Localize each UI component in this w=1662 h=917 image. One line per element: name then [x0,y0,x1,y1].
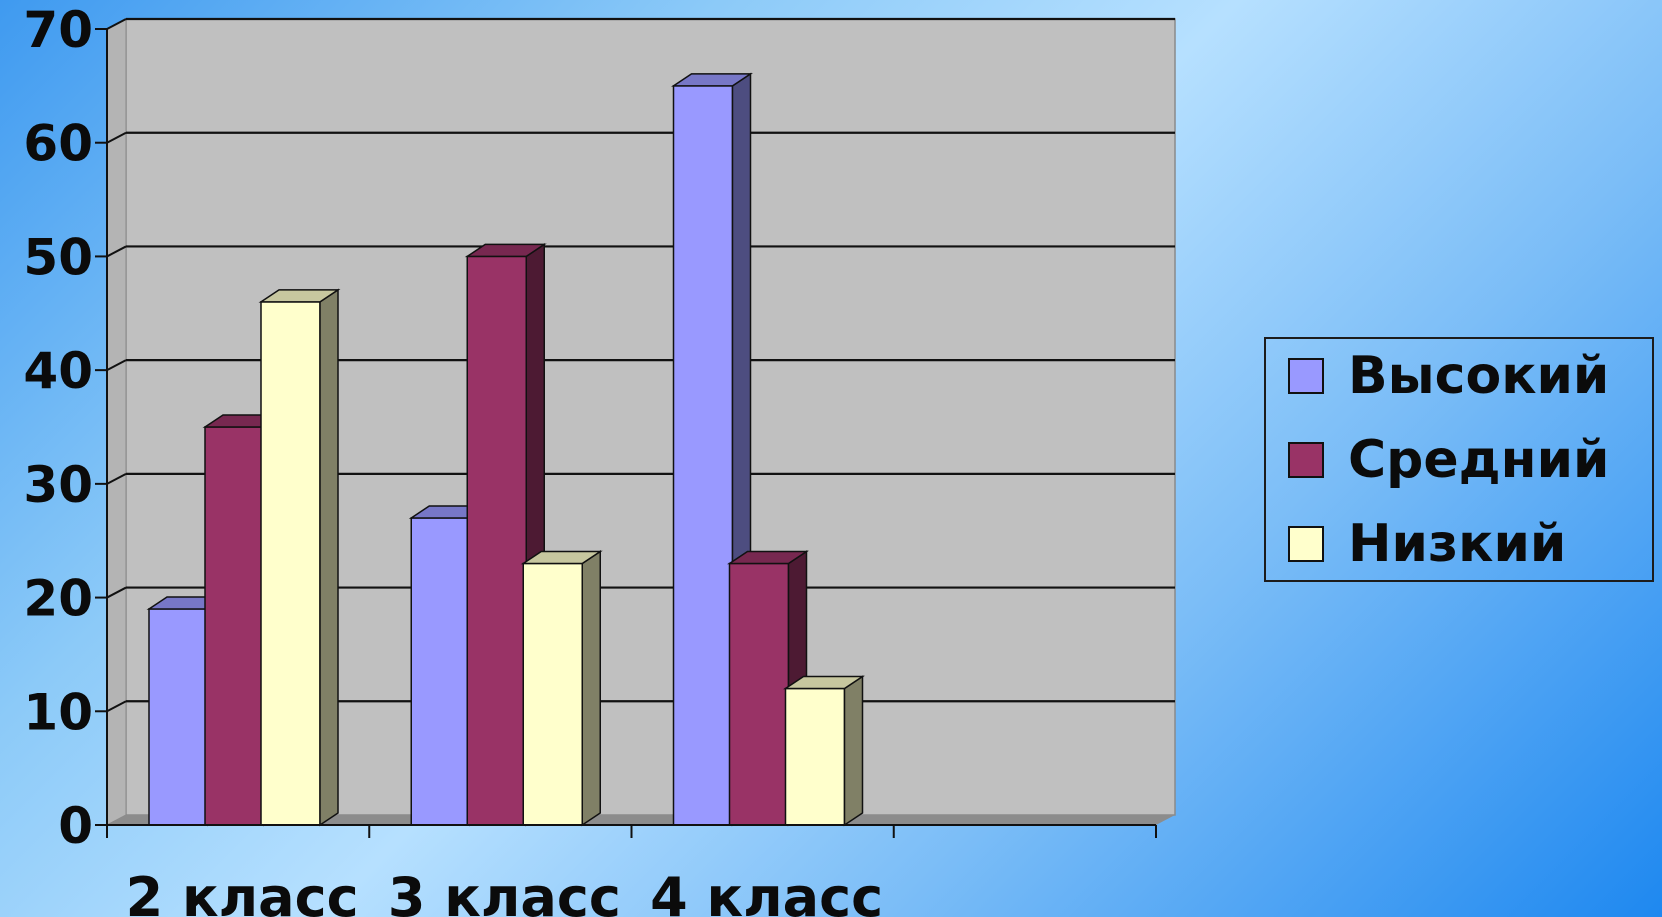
gridline [106,359,127,372]
legend-swatch-medium [1288,441,1324,478]
y-tick-label: 70 [23,1,93,59]
y-tick-label: 0 [58,797,93,855]
bar-top [464,243,547,258]
y-tick-label: 20 [23,570,93,628]
legend-item-medium: Средний [1288,425,1652,495]
bar-side [843,675,864,827]
bar-top [671,73,753,87]
side-wall [106,18,127,826]
floor [107,815,1175,825]
bar-front [260,301,321,826]
bar-front [728,562,790,826]
bar-top [520,550,603,565]
bar [783,675,865,827]
bar-top [258,289,341,303]
legend-swatch-high [1288,357,1324,394]
legend-label-medium: Средний [1348,429,1610,490]
gridline [106,245,127,258]
y-tick-label: 40 [23,342,93,400]
legend-item-low: Низкий [1288,509,1652,579]
bar-front [672,85,734,826]
x-tick-label: 4 класс [650,866,883,917]
legend-item-high: Высокий [1288,341,1652,411]
legend-swatch-low [1288,525,1324,562]
bars [146,72,865,827]
bar [520,550,603,827]
bar-front [410,517,471,826]
gridline [106,586,127,599]
bar-side [581,550,601,827]
y-tick-label: 50 [23,228,93,286]
axes: 2 класс 3 класс 4 класс 0 10 20 30 40 50 60 70 [23,1,1157,917]
legend: Высокий Средний Низкий [1264,337,1654,582]
gridline [106,18,127,30]
bar-front [148,608,209,826]
x-tick-label: 2 класс [126,866,359,917]
bar-front [784,687,846,826]
legend-label-high: Высокий [1348,345,1610,406]
bar-front [204,426,265,826]
y-tick-label: 30 [23,456,93,514]
gridline [106,131,127,144]
bar-top [783,675,865,690]
y-tick-label: 10 [23,683,93,741]
y-tick-label: 60 [23,115,93,173]
gridline [106,472,127,485]
bar-side [319,288,339,827]
gridline [106,700,127,713]
bar-front [466,255,527,826]
bar [258,288,341,827]
x-tick-label: 3 класс [388,866,621,917]
legend-label-low: Низкий [1348,513,1567,574]
bar-front [522,562,583,826]
bar-top [727,550,809,565]
